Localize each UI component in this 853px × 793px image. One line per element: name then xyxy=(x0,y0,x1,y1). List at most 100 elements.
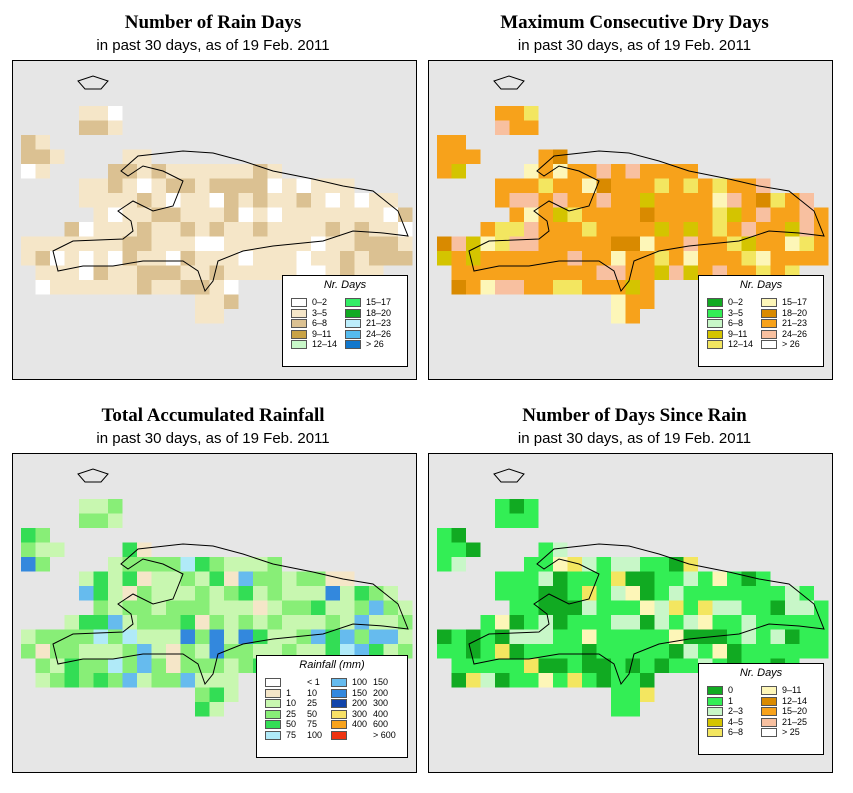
grid-cell xyxy=(509,513,524,528)
panel-title: Number of Rain Days xyxy=(124,12,302,33)
grid-cell xyxy=(727,193,742,208)
grid-cell xyxy=(625,600,640,615)
grid-cell xyxy=(582,207,597,222)
grid-cell xyxy=(253,207,268,222)
grid-cell xyxy=(79,499,94,514)
grid-cell xyxy=(756,629,771,644)
grid-cell xyxy=(524,280,539,295)
legend-label-to: 400 xyxy=(373,708,389,719)
legend-item: 9–11 xyxy=(707,329,767,341)
legend-swatch xyxy=(331,709,347,719)
grid-cell xyxy=(93,673,108,688)
grid-cell xyxy=(611,309,626,324)
grid-cell xyxy=(325,644,340,659)
grid-cell xyxy=(538,280,553,295)
grid-cell xyxy=(582,265,597,280)
grid-cell xyxy=(640,164,655,179)
grid-cell xyxy=(267,236,282,251)
grid-cell xyxy=(553,644,568,659)
grid-cell xyxy=(683,586,698,601)
map-grid-dry-days xyxy=(437,75,829,324)
grid-cell xyxy=(509,178,524,193)
grid-cell xyxy=(122,586,137,601)
grid-cell xyxy=(495,629,510,644)
grid-cell xyxy=(224,658,239,673)
grid-cell xyxy=(495,178,510,193)
grid-cell xyxy=(137,193,152,208)
grid-cell xyxy=(451,673,466,688)
grid-cell xyxy=(712,600,727,615)
grid-cell xyxy=(354,236,369,251)
grid-cell xyxy=(625,178,640,193)
grid-cell xyxy=(683,658,698,673)
grid-cell xyxy=(354,600,369,615)
grid-cell xyxy=(195,629,210,644)
grid-cell xyxy=(383,629,398,644)
grid-cell xyxy=(93,600,108,615)
grid-cell xyxy=(625,687,640,702)
grid-cell xyxy=(180,586,195,601)
grid-cell xyxy=(267,571,282,586)
grid-cell xyxy=(683,629,698,644)
legend-title: Nr. Days xyxy=(739,667,783,679)
grid-cell xyxy=(611,178,626,193)
grid-cell xyxy=(799,600,814,615)
grid-cell xyxy=(654,236,669,251)
legend-swatch xyxy=(707,308,723,318)
grid-cell xyxy=(640,600,655,615)
grid-cell xyxy=(180,222,195,237)
grid-cell xyxy=(567,557,582,572)
grid-cell xyxy=(64,236,79,251)
legend-swatch xyxy=(707,696,723,706)
grid-cell xyxy=(151,615,166,630)
legend-swatch xyxy=(761,298,777,307)
legend-item: 12–14 xyxy=(761,696,821,708)
grid-cell xyxy=(64,629,79,644)
grid-cell xyxy=(238,644,253,659)
grid-cell xyxy=(596,222,611,237)
grid-cell xyxy=(282,600,297,615)
legend-swatch xyxy=(761,319,777,328)
grid-cell xyxy=(567,586,582,601)
grid-cell xyxy=(354,644,369,659)
grid-cell xyxy=(108,499,123,514)
grid-cell xyxy=(596,193,611,208)
grid-cell xyxy=(209,571,224,586)
grid-cell xyxy=(122,222,137,237)
grid-cell xyxy=(625,309,640,324)
legend-label: 21–25 xyxy=(782,716,808,727)
grid-cell xyxy=(224,193,239,208)
grid-cell xyxy=(21,629,36,644)
panel-subtitle: in past 30 days, as of 19 Feb. 2011 xyxy=(517,37,752,54)
legend-label: 6–8 xyxy=(728,318,744,328)
grid-cell xyxy=(398,644,413,659)
grid-cell xyxy=(398,251,413,266)
grid-cell xyxy=(712,615,727,630)
grid-cell xyxy=(180,193,195,208)
grid-cell xyxy=(495,615,510,630)
grid-cell xyxy=(553,542,568,557)
grid-cell xyxy=(437,629,452,644)
grid-cell xyxy=(451,629,466,644)
grid-cell xyxy=(209,629,224,644)
grid-cell xyxy=(21,149,36,164)
grid-cell xyxy=(267,251,282,266)
grid-cell xyxy=(596,164,611,179)
grid-cell xyxy=(654,222,669,237)
grid-cell xyxy=(311,236,326,251)
grid-cell xyxy=(311,222,326,237)
grid-cell xyxy=(166,615,181,630)
grid-cell xyxy=(524,499,539,514)
grid-cell xyxy=(151,586,166,601)
grid-cell xyxy=(93,106,108,121)
grid-cell xyxy=(64,222,79,237)
grid-cell xyxy=(625,673,640,688)
grid-cell xyxy=(35,673,50,688)
grid-cell xyxy=(137,571,152,586)
grid-cell xyxy=(108,280,123,295)
legend-label: 12–14 xyxy=(728,339,754,349)
grid-cell xyxy=(180,658,195,673)
grid-cell xyxy=(35,658,50,673)
grid-cell xyxy=(480,673,495,688)
grid-cell xyxy=(480,280,495,295)
